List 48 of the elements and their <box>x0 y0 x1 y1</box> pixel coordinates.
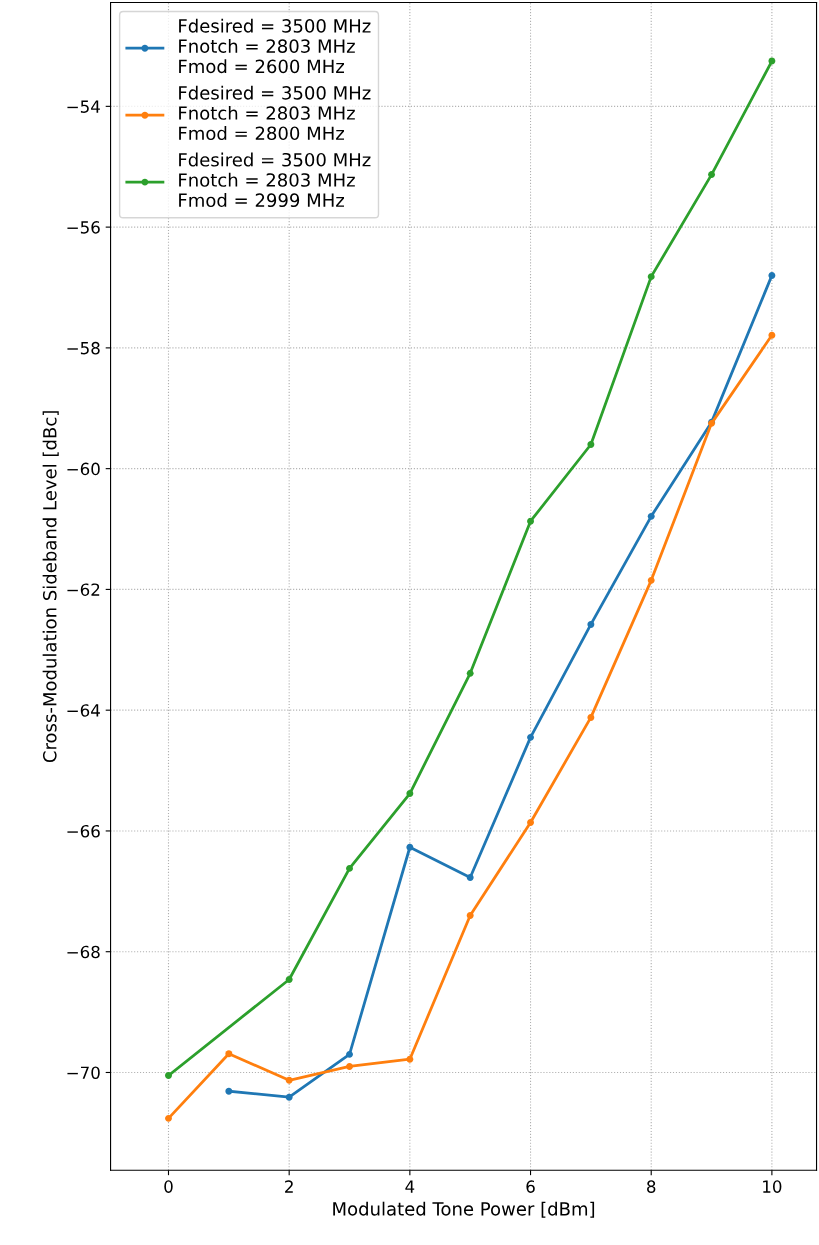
point <box>647 512 655 520</box>
point <box>466 912 474 919</box>
y-axis-title: Cross-Modulation Sideband Level [dBc] <box>42 411 59 763</box>
x-tick-label: 2 <box>285 1180 293 1193</box>
point <box>768 331 776 339</box>
x-tick-label: 6 <box>526 1180 535 1193</box>
point <box>406 1055 414 1063</box>
y-tick-label: −54 <box>67 100 100 113</box>
point <box>165 1072 172 1079</box>
y-tick-label: −60 <box>67 462 100 476</box>
y-tick-label: −68 <box>67 945 100 959</box>
legend-label: Fdesired = 3500 MHz Fnotch = 2803 MHz Fmod = 2800 MHz <box>179 85 371 141</box>
point <box>466 873 474 881</box>
point <box>527 517 534 525</box>
point <box>346 864 353 872</box>
point <box>587 620 595 628</box>
point <box>647 576 655 584</box>
x-tick-label: 10 <box>763 1180 782 1193</box>
legend-label: Fdesired = 3500 MHz Fnotch = 2803 MHz Fmod = 2999 MHz <box>179 152 371 208</box>
y-tick-label: −58 <box>67 341 100 355</box>
point <box>285 976 293 983</box>
point <box>406 843 414 851</box>
point <box>647 273 655 281</box>
y-tick-label: −56 <box>67 221 100 234</box>
x-tick-label: 8 <box>647 1180 656 1193</box>
point <box>527 819 534 826</box>
legend-label: Fdesired = 3500 MHz Fnotch = 2803 MHz Fmod = 2600 MHz <box>179 18 371 74</box>
x-tick-label: 4 <box>405 1180 415 1193</box>
point <box>587 713 595 721</box>
y-tick-label: −62 <box>67 583 100 596</box>
point <box>225 1087 233 1095</box>
point <box>708 171 716 179</box>
point <box>768 271 776 279</box>
y-tick-label: −66 <box>67 824 100 838</box>
x-tick-label: 0 <box>164 1180 173 1193</box>
point <box>225 1050 233 1058</box>
point <box>466 669 474 677</box>
point <box>587 441 595 448</box>
point <box>165 1114 172 1122</box>
point <box>406 790 414 797</box>
y-tick-label: −64 <box>67 704 100 717</box>
point <box>346 1062 353 1070</box>
y-tick-label: −70 <box>67 1066 100 1080</box>
point <box>285 1093 293 1101</box>
x-axis-title: Modulated Tone Power [dBm] <box>333 1201 595 1218</box>
point <box>527 733 534 741</box>
point <box>285 1076 293 1084</box>
point <box>346 1050 353 1058</box>
